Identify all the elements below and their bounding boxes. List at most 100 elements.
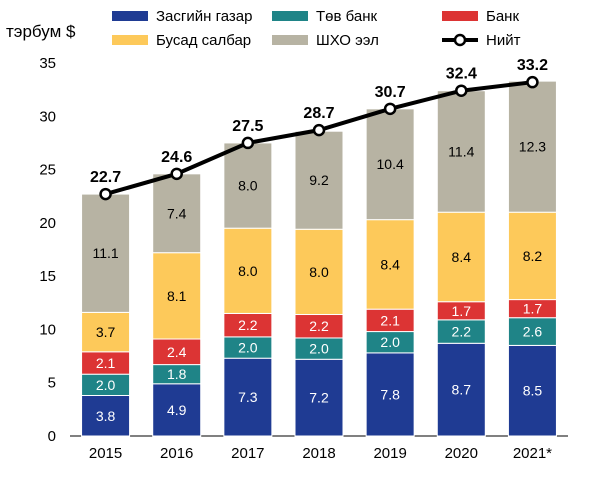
bar-segment: [365, 219, 415, 310]
data-label: 8.0: [309, 264, 329, 280]
data-label: 1.7: [452, 303, 472, 319]
bar-segment: [152, 383, 202, 437]
bar-segment: [152, 252, 202, 340]
data-label: 2.2: [238, 317, 258, 333]
x-tick-label: 2016: [160, 445, 193, 462]
legend-item: Төв банк: [272, 8, 378, 25]
data-label: 10.4: [377, 156, 404, 172]
data-label: 11.4: [448, 143, 474, 159]
data-label: 9.2: [309, 172, 329, 188]
total-label: 22.7: [90, 169, 121, 186]
legend-item: Банк: [442, 8, 519, 25]
data-label: 8.5: [523, 383, 543, 399]
x-tick-label: 2015: [89, 445, 122, 462]
data-label: 8.7: [452, 382, 472, 398]
legend-label: Засгийн газар: [156, 8, 252, 25]
data-label: 2.1: [96, 355, 116, 371]
bar-segment: [507, 80, 557, 213]
legend-label: ШХО ээл: [316, 32, 379, 49]
bar-segment: [294, 228, 344, 316]
data-label: 1.8: [167, 366, 187, 382]
x-tick-label: 2019: [373, 445, 406, 462]
total-label: 30.7: [375, 84, 406, 101]
legend-swatch: [442, 11, 478, 21]
y-tick-label: 30: [39, 108, 56, 125]
x-tick-label: 2020: [445, 445, 478, 462]
bar-segment: [152, 173, 202, 254]
total-label: 32.4: [446, 66, 477, 83]
total-label: 27.5: [232, 118, 263, 135]
data-label: 2.1: [380, 312, 400, 328]
data-label: 1.7: [523, 301, 543, 317]
data-label: 7.4: [167, 205, 187, 221]
legend-label: Банк: [486, 8, 519, 25]
legend-item: Бусад салбар: [112, 32, 251, 49]
data-label: 2.2: [309, 318, 329, 334]
legend-marker: [453, 33, 467, 47]
data-label: 8.2: [523, 248, 543, 264]
total-point: [526, 75, 539, 89]
data-label: 7.2: [309, 390, 329, 406]
bar-segment: [294, 358, 344, 437]
bar-segment: [81, 395, 131, 437]
data-label: 2.0: [238, 340, 258, 356]
legend-label: Нийт: [486, 32, 521, 49]
legend-swatch: [272, 11, 308, 21]
total-point: [99, 187, 112, 201]
legend-item: ШХО ээл: [272, 32, 379, 49]
data-label: 2.0: [96, 377, 116, 393]
y-tick-label: 0: [48, 428, 56, 445]
data-label: 2.6: [523, 324, 543, 340]
total-point: [241, 136, 255, 150]
data-label: 8.0: [238, 178, 258, 194]
data-label: 11.1: [92, 245, 118, 261]
total-point: [455, 84, 468, 97]
bar-segment: [507, 211, 557, 301]
total-point: [170, 167, 183, 181]
data-label: 8.4: [452, 249, 472, 265]
legend-swatch: [272, 35, 308, 45]
data-label: 8.0: [238, 263, 258, 279]
bar-segment: [81, 193, 131, 313]
total-label: 24.6: [161, 149, 192, 166]
data-label: 8.4: [380, 256, 400, 272]
x-tick-label: 2021*: [513, 445, 552, 462]
total-point: [383, 102, 397, 116]
legend-item: Засгийн газар: [112, 8, 252, 25]
data-label: 2.0: [309, 341, 329, 357]
bars: 3.8 2.0 2.1 3.7 11.1 4.9 1.8 2.4 8.1 7.4 7.3 2.0 2.2…: [81, 80, 557, 437]
data-label: 7.3: [238, 389, 258, 405]
data-label: 2.2: [452, 324, 472, 340]
data-label: 12.3: [519, 139, 546, 155]
data-label: 8.1: [167, 288, 187, 304]
total-point: [312, 123, 326, 137]
legend-item: Нийт: [442, 32, 521, 49]
data-label: 2.4: [167, 344, 187, 360]
legend-swatch: [112, 35, 148, 45]
data-label: 3.7: [96, 324, 116, 340]
total-label: 33.2: [517, 57, 548, 74]
legend-label: Бусад салбар: [156, 32, 251, 49]
y-tick-label: 20: [39, 215, 56, 232]
axes: 0 5 10 15 20 25 30 35 2015 2016 2017 2018 2019 2020 20…: [39, 55, 568, 462]
bar-segment: [223, 227, 273, 314]
x-tick-label: 2017: [231, 445, 264, 462]
bar-segment: [507, 344, 557, 437]
bar-segment: [152, 338, 202, 366]
bar-segment: [436, 342, 486, 437]
legend: Засгийн газар Төв банк Банк Бусад салбар ШХО…: [112, 8, 521, 49]
data-label: 2.0: [380, 334, 400, 350]
bar-segment: [436, 211, 486, 303]
legend-label: Төв банк: [316, 8, 378, 25]
total-label: 28.7: [303, 105, 334, 122]
bar-segment: [81, 311, 131, 353]
legend-swatch: [112, 11, 148, 21]
y-axis-label: тэрбум $: [6, 22, 76, 41]
bar-segment: [365, 108, 415, 221]
bar-segment: [365, 352, 415, 437]
y-tick-label: 5: [48, 375, 56, 392]
total-line: 22.7 24.6 27.5 28.7 30.7 32.4 33.2: [90, 57, 548, 201]
data-label: 7.8: [380, 386, 400, 402]
